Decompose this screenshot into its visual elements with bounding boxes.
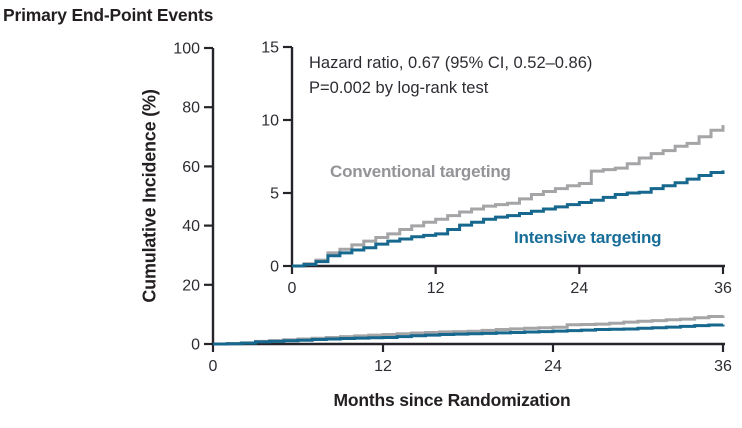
main-y-tick-label: 0	[191, 337, 200, 354]
inset-x-tick-label: 12	[427, 280, 445, 297]
inset-curve-intensive	[292, 170, 725, 268]
main-curve-intensive	[213, 323, 725, 346]
inset-plot: 0 5 10 15 0 12 24 36	[261, 40, 732, 298]
y-axis-label: Cumulative Incidence (%)	[139, 89, 160, 303]
main-x-tick-label: 12	[374, 358, 392, 375]
inset-x-tick-label: 36	[714, 280, 732, 297]
main-x-tick-label: 24	[544, 358, 562, 375]
inset-x-tick-label: 24	[570, 280, 588, 297]
main-y-tick-label: 100	[173, 41, 200, 58]
inset-curve-conventional	[292, 125, 725, 268]
inset-y-tick-label: 10	[261, 113, 279, 130]
main-y-tick-label: 40	[182, 218, 200, 235]
hazard-ratio-annotation: Hazard ratio, 0.67 (95% CI, 0.52–0.86) P…	[309, 51, 592, 101]
main-x-tick-label: 36	[714, 358, 732, 375]
hazard-ratio-line: Hazard ratio, 0.67 (95% CI, 0.52–0.86)	[309, 54, 593, 72]
inset-y-tick-label: 0	[270, 259, 279, 276]
inset-y-tick-label: 15	[261, 40, 279, 57]
main-y-tick-label: 20	[182, 277, 200, 294]
main-y-tick-label: 80	[182, 100, 200, 117]
p-value-line: P=0.002 by log-rank test	[309, 79, 489, 97]
intensive-targeting-label: Intensive targeting	[514, 228, 662, 247]
main-x-tick-label: 0	[209, 358, 218, 375]
inset-x-tick-label: 0	[288, 280, 297, 297]
inset-y-tick-label: 5	[270, 186, 279, 203]
main-y-tick-label: 60	[182, 159, 200, 176]
conventional-targeting-label: Conventional targeting	[330, 162, 511, 181]
x-axis-label: Months since Randomization	[333, 390, 571, 410]
figure-title: Primary End-Point Events	[3, 5, 214, 25]
